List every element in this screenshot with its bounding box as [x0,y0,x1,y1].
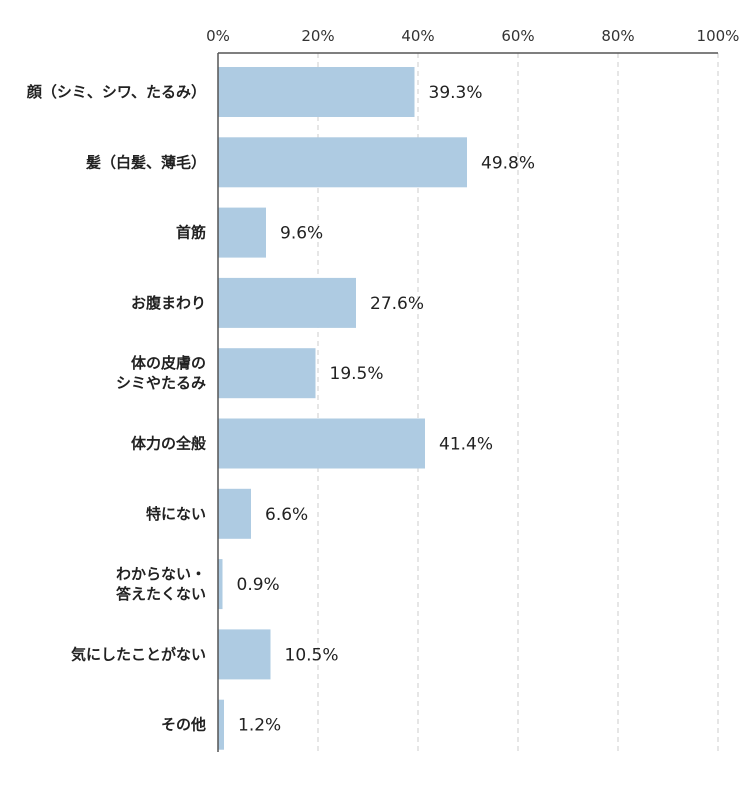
bar [218,348,316,399]
category-label: その他 [161,716,206,734]
x-tick-label: 0% [206,27,230,45]
bar [218,488,251,539]
category-label: 特にない [146,505,206,523]
bar [218,418,425,469]
bar [218,137,467,188]
x-tick-label: 80% [601,27,634,45]
data-label: 9.6% [280,224,323,244]
category-label: シミやたるみ [116,374,206,392]
x-tick-label: 100% [697,27,740,45]
data-label: 19.5% [330,364,384,384]
data-label: 27.6% [370,294,424,314]
category-label: 体力の全般 [131,435,206,453]
bar [218,277,356,328]
data-label: 41.4% [439,435,493,455]
category-label: 顔（シミ、シワ、たるみ） [26,83,206,101]
x-tick-label: 60% [501,27,534,45]
data-label: 10.5% [285,645,339,665]
data-label: 0.9% [237,575,280,595]
bar [218,67,415,117]
data-label: 39.3% [429,83,483,103]
data-label: 1.2% [238,716,281,736]
category-label: 答えたくない [116,585,206,603]
category-label: わからない・ [116,565,206,583]
bar [218,207,266,258]
category-label: 髪（白髪、薄毛） [85,153,206,171]
data-label: 6.6% [265,505,308,525]
category-label: 首筋 [176,224,206,242]
category-label: 体の皮膚の [131,354,206,372]
category-label: 気にしたことがない [71,645,206,663]
category-label: お腹まわり [131,294,206,312]
x-tick-label: 40% [401,27,434,45]
bar [218,629,271,680]
x-tick-label: 20% [301,27,334,45]
bar [218,699,224,750]
bar [218,559,223,610]
data-label: 49.8% [481,153,535,173]
